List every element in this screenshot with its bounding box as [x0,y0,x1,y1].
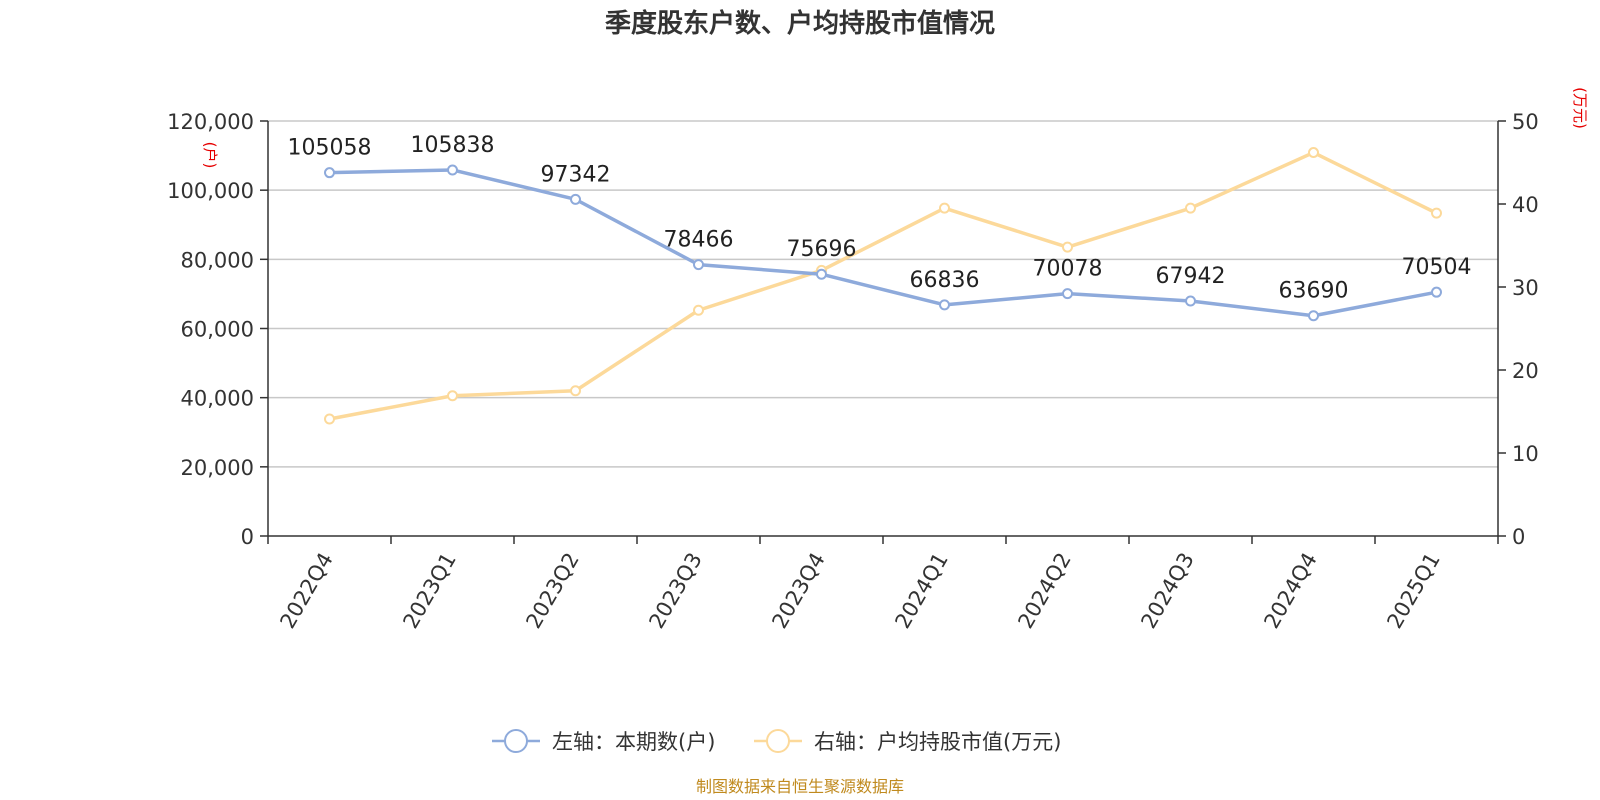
legend-item-left-series[interactable]: 左轴：本期数(户) [492,729,715,754]
data-label-shareholders: 97342 [541,162,611,187]
right-axis-tick-label: 40 [1512,193,1539,217]
data-label-shareholders: 70078 [1033,257,1103,282]
series-line-shareholders [327,168,1439,318]
x-axis-tick-label: 2023Q2 [521,549,583,633]
data-label-shareholders: 70504 [1402,255,1472,280]
data-point-avg-holding-value[interactable] [324,413,335,425]
left-axis-tick-label: 80,000 [181,248,254,272]
x-axis-tick-label: 2024Q1 [890,549,952,633]
x-axis-tick-label: 2024Q3 [1136,549,1198,633]
data-point-shareholders[interactable] [570,193,581,205]
right-axis-tick-label: 0 [1512,525,1525,549]
data-label-shareholders: 105058 [288,136,372,161]
data-point-shareholders[interactable] [447,164,458,176]
data-point-avg-holding-value[interactable] [693,304,704,316]
legend-item-right-series[interactable]: 右轴：户均持股市值(万元) [754,729,1061,754]
data-point-shareholders[interactable] [1062,288,1073,300]
data-label-shareholders: 78466 [664,228,734,253]
right-axis-tick-label: 20 [1512,359,1539,383]
data-point-shareholders[interactable] [1185,295,1196,307]
data-point-shareholders[interactable] [693,259,704,271]
legend-marker-right-series [766,729,790,753]
data-labels: 105058 105838 97342 78466 75696 66836 70078 679… [288,133,1472,304]
series-lines [324,147,1442,425]
x-axis-tick-label: 2025Q1 [1382,549,1444,633]
data-label-shareholders: 66836 [910,268,980,293]
grid-lines [268,120,1498,468]
axes: 0 20,000 40,000 60,000 80,000 100,000 120,000 0… [167,110,1539,633]
data-point-avg-holding-value[interactable] [447,390,458,402]
left-axis-tick-label: 60,000 [181,318,254,342]
legend[interactable]: 左轴：本期数(户) 右轴：户均持股市值(万元) [492,729,1061,754]
legend-label-right-series: 右轴：户均持股市值(万元) [814,730,1061,754]
right-axis-tick-label: 50 [1512,110,1539,134]
left-axis-unit: (户) [201,142,219,169]
x-axis-tick-label: 2022Q4 [275,549,337,633]
left-axis-tick-label: 100,000 [167,179,254,203]
data-point-shareholders[interactable] [816,268,827,280]
data-label-shareholders: 63690 [1279,279,1349,304]
left-axis-tick-label: 20,000 [181,456,254,480]
data-point-shareholders[interactable] [1308,310,1319,322]
data-point-avg-holding-value[interactable] [1431,207,1442,219]
right-axis-tick-label: 30 [1512,276,1539,300]
left-axis-tick-label: 120,000 [167,110,254,134]
data-label-shareholders: 105838 [411,133,495,158]
x-axis-tick-label: 2023Q4 [767,549,829,633]
data-point-shareholders[interactable] [1431,286,1442,298]
data-point-shareholders[interactable] [324,167,335,179]
data-point-shareholders[interactable] [939,299,950,311]
series-line-avg-holding-value [327,150,1439,421]
x-axis-tick-label: 2024Q2 [1013,549,1075,633]
data-source-note: 制图数据来自恒生聚源数据库 [696,777,904,796]
data-point-avg-holding-value[interactable] [570,385,581,397]
data-point-avg-holding-value[interactable] [1308,147,1319,159]
data-label-shareholders: 67942 [1156,264,1226,289]
legend-marker-left-series [504,729,528,753]
data-point-avg-holding-value[interactable] [1062,241,1073,253]
data-label-shareholders: 75696 [787,237,857,262]
right-axis-unit: (万元) [1571,87,1589,129]
x-axis-tick-label: 2023Q3 [644,549,706,633]
left-axis-tick-label: 0 [241,525,254,549]
legend-label-left-series: 左轴：本期数(户) [552,730,715,754]
right-axis-tick-label: 10 [1512,442,1539,466]
x-axis-tick-label: 2024Q4 [1259,549,1321,633]
data-point-avg-holding-value[interactable] [1185,202,1196,214]
x-axis-tick-label: 2023Q1 [398,549,460,633]
data-point-avg-holding-value[interactable] [939,202,950,214]
chart-title: 季度股东户数、户均持股市值情况 [605,8,995,39]
left-axis-tick-label: 40,000 [181,387,254,411]
